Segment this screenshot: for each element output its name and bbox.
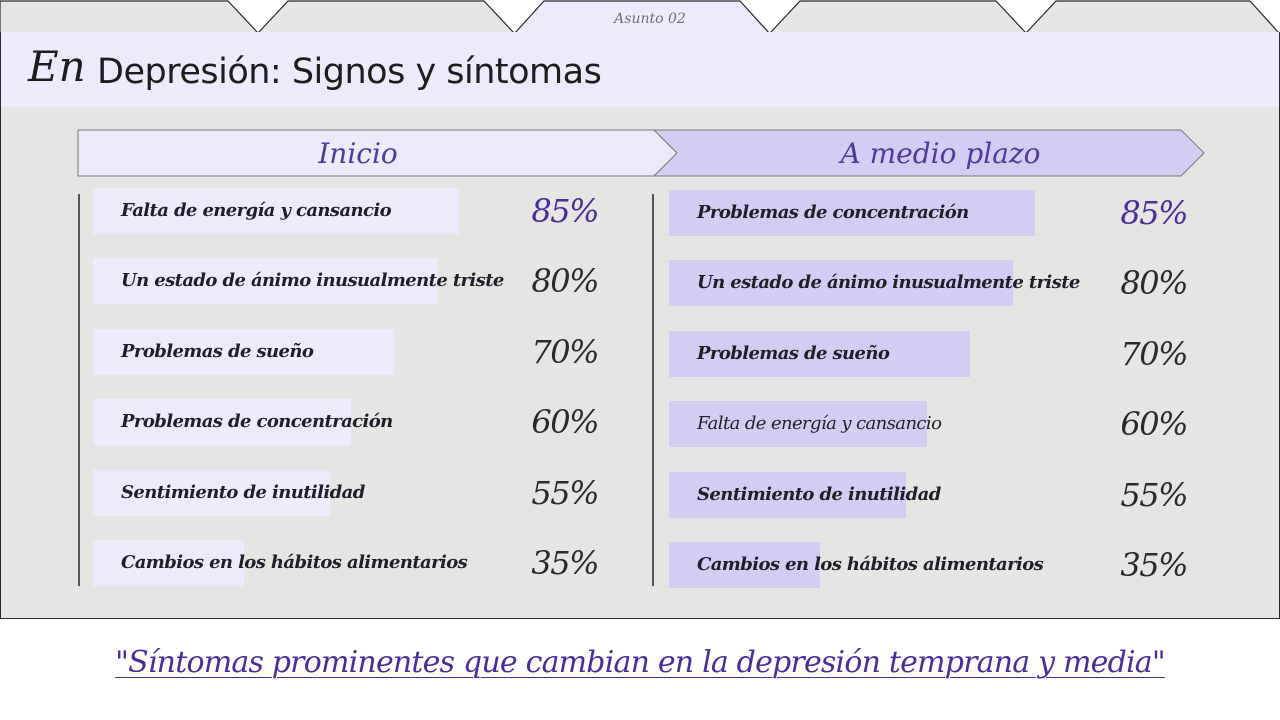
folder-tab-5	[1025, 0, 1280, 34]
active-tab-label[interactable]: Asunto 02	[614, 11, 686, 27]
chart-caption: "Síntomas prominentes que cambian en la …	[115, 645, 1166, 680]
bar-value-label: 85%	[1120, 194, 1188, 232]
bar-value-label: 85%	[531, 192, 599, 230]
bar-value-label: 35%	[531, 544, 599, 582]
page-title: Depresión: Signos y síntomas	[97, 52, 602, 92]
bar-label: Problemas de concentración	[121, 411, 393, 433]
bar	[669, 471, 906, 518]
bar-value-label: 60%	[531, 403, 599, 442]
bar-label: Cambios en los hábitos alimentarios	[697, 554, 1044, 575]
bar-label: Falta de energía y cansancio	[697, 413, 942, 435]
bar-label: Un estado de ánimo inusualmente triste	[121, 270, 504, 292]
bar-label: Un estado de ánimo inusualmente triste	[697, 272, 1080, 294]
bar-label: Sentimiento de inutilidad	[697, 483, 941, 505]
bar	[669, 190, 1035, 236]
column-divider-right	[652, 194, 654, 586]
column-title-right: A medio plazo	[840, 137, 1041, 170]
bar-value-label: 80%	[1120, 264, 1188, 303]
column-divider-left	[78, 194, 80, 586]
bar	[669, 401, 927, 448]
bar-value-label: 55%	[1120, 475, 1188, 514]
folder-tab-2	[257, 0, 515, 34]
bar	[93, 399, 351, 446]
folder-tab-4	[769, 0, 1027, 34]
bar	[93, 540, 244, 586]
bar-value-label: 60%	[1120, 405, 1188, 444]
bar-label: Problemas de sueño	[121, 340, 314, 362]
bar	[93, 328, 394, 375]
bar-label: Problemas de sueño	[697, 342, 890, 364]
column-title-left: Inicio	[318, 137, 398, 170]
bar-value-label: 70%	[1120, 334, 1188, 373]
bar-label: Falta de energía y cansancio	[121, 200, 392, 221]
bar-label: Sentimiento de inutilidad	[121, 481, 365, 503]
bar	[93, 258, 437, 305]
folder-tabs	[0, 0, 1280, 34]
bar-value-label: 80%	[531, 262, 599, 301]
brand-logo: En	[28, 42, 86, 91]
bar-value-label: 35%	[1120, 546, 1188, 584]
folder-tab-active	[513, 0, 771, 34]
bar-label: Cambios en los hábitos alimentarios	[121, 552, 468, 573]
folder-tab-1	[0, 0, 259, 34]
bar	[669, 542, 820, 588]
bar	[93, 469, 330, 516]
bar	[93, 188, 459, 234]
bar-label: Problemas de concentración	[697, 202, 969, 223]
bar-value-label: 55%	[531, 473, 599, 512]
bar	[669, 330, 970, 377]
bar-value-label: 70%	[531, 332, 599, 371]
bar	[669, 260, 1013, 307]
